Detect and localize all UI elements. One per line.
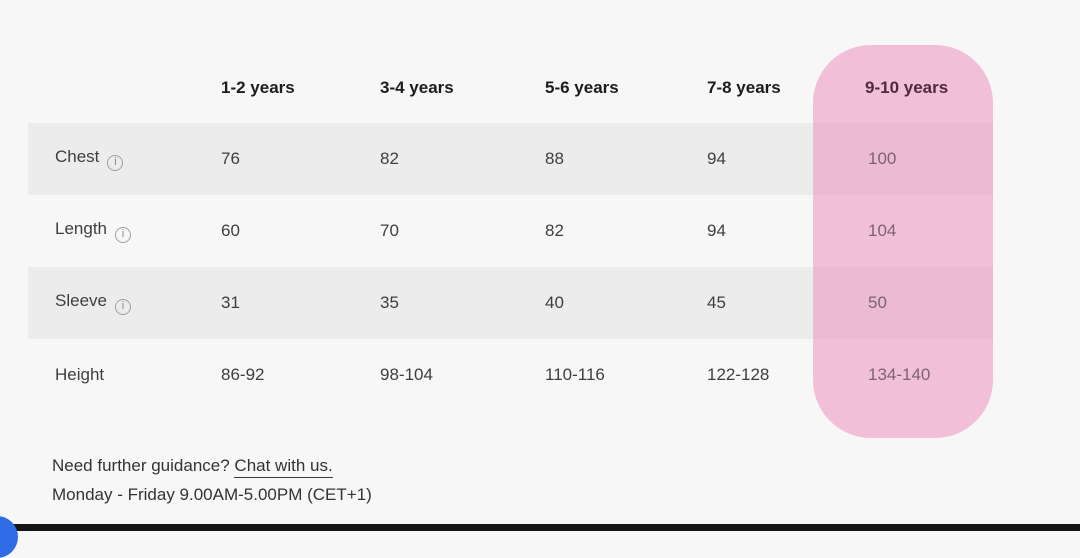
column-header-9-10-years: 9-10 years <box>865 77 949 97</box>
table-cell-highlighted: 134-140 <box>868 365 931 384</box>
table-cell: 60 <box>221 221 240 240</box>
info-icon[interactable] <box>107 154 124 171</box>
table-cell: 94 <box>707 221 726 240</box>
corner-cell <box>28 60 193 123</box>
table-row-sleeve: Sleeve 31 35 40 45 50 <box>28 267 993 339</box>
column-header-1-2-years: 1-2 years <box>221 77 295 97</box>
table-cell: 35 <box>352 267 517 339</box>
header-row: 1-2 years 3-4 years 5-6 years 7-8 years … <box>28 60 993 123</box>
row-label: Chest <box>55 147 100 167</box>
chat-link[interactable]: Chat with us. <box>234 456 333 478</box>
row-label-height: Height <box>28 339 193 411</box>
size-chart-table: 1-2 years 3-4 years 5-6 years 7-8 years … <box>28 60 993 411</box>
size-guide-page: { "size_chart": { "column_headers": ["1-… <box>0 0 1080 531</box>
row-label: Sleeve <box>55 291 107 311</box>
table-cell: 88 <box>517 123 679 195</box>
info-icon[interactable] <box>114 298 131 315</box>
table-cell-highlighted: 104 <box>868 221 897 240</box>
row-label: Height <box>55 365 105 384</box>
footer: Need further guidance? Chat with us. Mon… <box>52 451 372 509</box>
row-label: Length <box>55 219 107 239</box>
support-hours: Monday - Friday 9.00AM-5.00PM (CET+1) <box>52 485 372 504</box>
table-cell: 40 <box>517 267 679 339</box>
table-cell: 86-92 <box>221 365 265 384</box>
info-icon[interactable] <box>115 226 131 243</box>
column-header-7-8-years: 7-8 years <box>707 77 781 97</box>
table-cell-highlighted: 100 <box>837 123 993 195</box>
table-row-chest: Chest 76 82 88 94 100 <box>28 123 993 195</box>
table-cell: 122-128 <box>707 365 770 384</box>
table-cell: 31 <box>193 267 352 339</box>
row-label-sleeve: Sleeve <box>28 267 193 339</box>
row-label-length: Length <box>28 195 193 267</box>
guidance-line: Need further guidance? Chat with us. <box>52 451 372 480</box>
bottom-bar <box>0 524 1080 531</box>
row-label-chest: Chest <box>28 123 193 195</box>
column-header-5-6-years: 5-6 years <box>545 77 619 97</box>
table-cell-highlighted: 50 <box>837 267 993 339</box>
table-cell: 45 <box>679 267 837 339</box>
table-cell: 98-104 <box>380 365 433 384</box>
table-row-height: Height 86-92 98-104 110-116 122-128 134-… <box>28 339 993 411</box>
table-cell: 82 <box>352 123 517 195</box>
chat-button[interactable] <box>0 516 18 558</box>
column-header-3-4-years: 3-4 years <box>380 77 454 97</box>
table-cell: 76 <box>193 123 352 195</box>
table-cell: 94 <box>679 123 837 195</box>
table-cell: 82 <box>545 221 564 240</box>
table-row-length: Length 60 70 82 94 104 <box>28 195 993 267</box>
table-cell: 70 <box>380 221 399 240</box>
guidance-text: Need further guidance? <box>52 456 230 475</box>
table-cell: 110-116 <box>545 365 605 384</box>
